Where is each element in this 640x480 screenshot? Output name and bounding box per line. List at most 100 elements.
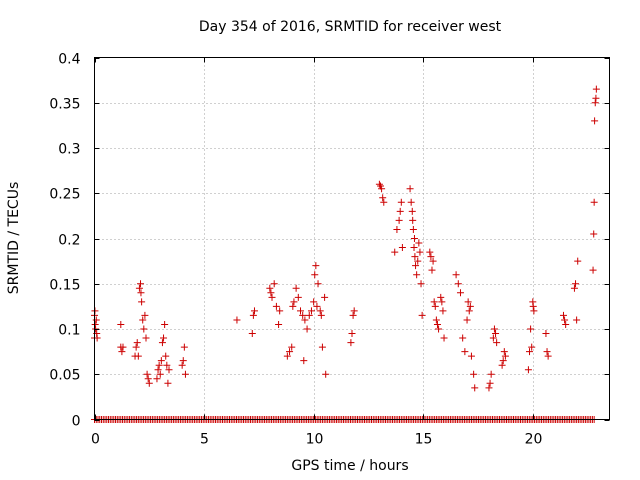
data-point [406,185,414,193]
data-point [154,366,162,374]
data-point [139,316,147,324]
data-point [440,334,448,342]
data-point [181,370,189,378]
data-point [137,280,145,288]
data-point [158,339,166,347]
data-point [118,348,126,356]
x-tick-label: 15 [415,432,433,448]
data-point [409,225,417,233]
data-point [544,352,552,360]
data-point [143,370,151,378]
data-point [574,257,582,265]
data-point [157,357,165,365]
x-tick-label: 20 [525,432,543,448]
data-point [524,366,532,374]
data-point [413,271,421,279]
y-tick-label: 0.05 [49,368,80,384]
data-point [427,253,435,261]
data-point [276,307,284,315]
data-point [570,284,578,292]
data-point [493,339,501,347]
data-point [375,180,383,188]
data-point [305,311,313,319]
data-point [463,316,471,324]
data-point [117,320,125,328]
data-point [408,207,416,215]
data-point [275,320,283,328]
data-point [316,307,324,315]
data-point [528,343,536,351]
data-point [489,334,497,342]
data-point [317,311,325,319]
data-point [466,302,474,310]
data-point [456,289,464,297]
data-point [307,307,315,315]
data-point [299,311,307,319]
data-point [313,302,321,310]
data-point [452,271,460,279]
data-point [297,307,304,315]
data-point [542,330,550,338]
x-tick-label: 0 [91,432,100,448]
data-point [432,316,440,324]
data-point [467,352,475,360]
data-point [292,284,300,292]
data-point [312,262,320,270]
data-point [572,280,580,288]
data-point [92,316,100,324]
data-point [133,339,141,347]
data-point [272,302,280,310]
x-tick-label: 5 [200,432,209,448]
data-point [145,379,153,387]
data-point [397,198,405,206]
data-point [492,330,500,338]
data-point [410,235,418,242]
data-point [321,293,329,301]
data-point [138,298,146,306]
data-point [163,361,171,369]
data-point [310,298,318,306]
data-point [119,343,127,351]
data-point [454,280,462,288]
data-point [153,375,161,383]
data-point [499,357,507,365]
data-point [348,330,356,338]
data-point [437,293,445,301]
data-point [561,316,569,324]
data-point [267,289,275,297]
data-point [391,248,399,256]
data-point [134,352,142,360]
data-point [490,325,498,333]
data-point [266,284,274,292]
data-point [294,293,302,301]
data-point [486,379,494,387]
data-point [248,330,256,338]
data-point [132,343,140,351]
data-point [430,298,438,306]
data-point [233,316,241,324]
data-point [249,311,257,319]
data-point [543,348,551,356]
data-point [526,348,534,356]
data-point [465,307,473,315]
data-point [433,320,441,328]
data-point [500,348,508,356]
data-point [156,370,164,378]
data-point [395,216,403,224]
data-point [412,262,420,270]
data-point [464,298,472,306]
data-point [179,357,187,365]
data-point [303,325,311,333]
data-point [590,230,598,238]
data-point [589,266,597,274]
data-point [349,311,357,319]
data-point [318,343,326,351]
data-point [379,194,387,202]
data-point [416,248,424,256]
data-point [311,271,319,279]
data-point [501,352,509,360]
data-point [407,198,415,206]
data-points [91,85,600,423]
data-point [140,325,148,333]
data-point [461,348,469,356]
